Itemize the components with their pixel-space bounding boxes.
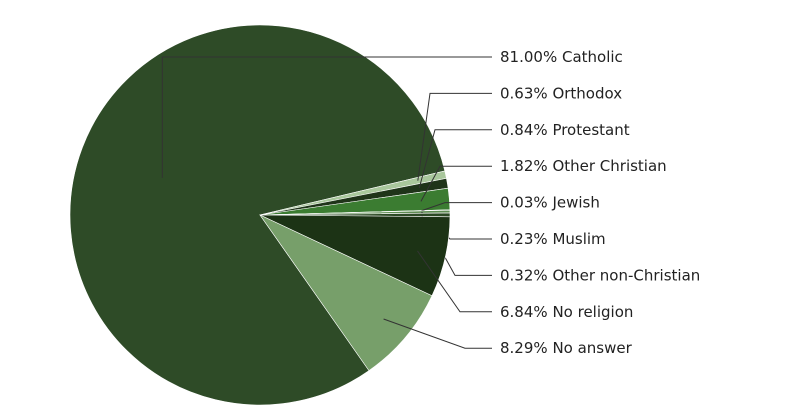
value-label: 0.84% — [500, 120, 548, 138]
leader-line — [420, 165, 492, 202]
category-label: No answer — [552, 339, 632, 357]
value-label: 81.00% — [500, 48, 557, 66]
slice-label: 6.84% No religion — [500, 302, 633, 320]
leader-line — [161, 56, 492, 178]
category-label: Jewish — [551, 193, 599, 211]
category-label: Protestant — [552, 120, 629, 138]
value-label: 6.84% — [500, 302, 548, 320]
value-label: 0.32% — [500, 266, 548, 284]
slice-label: 0.03% Jewish — [500, 193, 600, 211]
value-label: 0.63% — [500, 84, 548, 102]
slice-label: 0.84% Protestant — [500, 120, 630, 138]
leader-line — [383, 318, 492, 349]
leader-line — [417, 92, 492, 181]
value-label: 1.82% — [500, 157, 548, 175]
slice-label: 0.23% Muslim — [500, 230, 606, 248]
category-label: Orthodox — [552, 84, 622, 102]
category-label: No religion — [552, 302, 633, 320]
slice-label: 1.82% Other Christian — [500, 157, 667, 175]
value-label: 0.03% — [500, 193, 548, 211]
slice-label: 0.32% Other non-Christian — [500, 266, 700, 284]
pie-slice — [69, 24, 446, 406]
value-label: 8.29% — [500, 339, 548, 357]
pie-slice — [259, 214, 433, 372]
slice-label: 0.63% Orthodox — [500, 84, 622, 102]
leader-line — [421, 202, 492, 212]
slice-label: 8.29% No answer — [500, 339, 633, 357]
slice-label: 81.00% Catholic — [500, 48, 623, 66]
leader-line — [418, 129, 492, 189]
category-label: Other Christian — [552, 157, 666, 175]
category-label: Catholic — [562, 48, 623, 66]
value-label: 0.23% — [500, 230, 548, 248]
leader-line — [417, 250, 492, 313]
category-label: Other non-Christian — [552, 266, 700, 284]
category-label: Muslim — [552, 230, 605, 248]
